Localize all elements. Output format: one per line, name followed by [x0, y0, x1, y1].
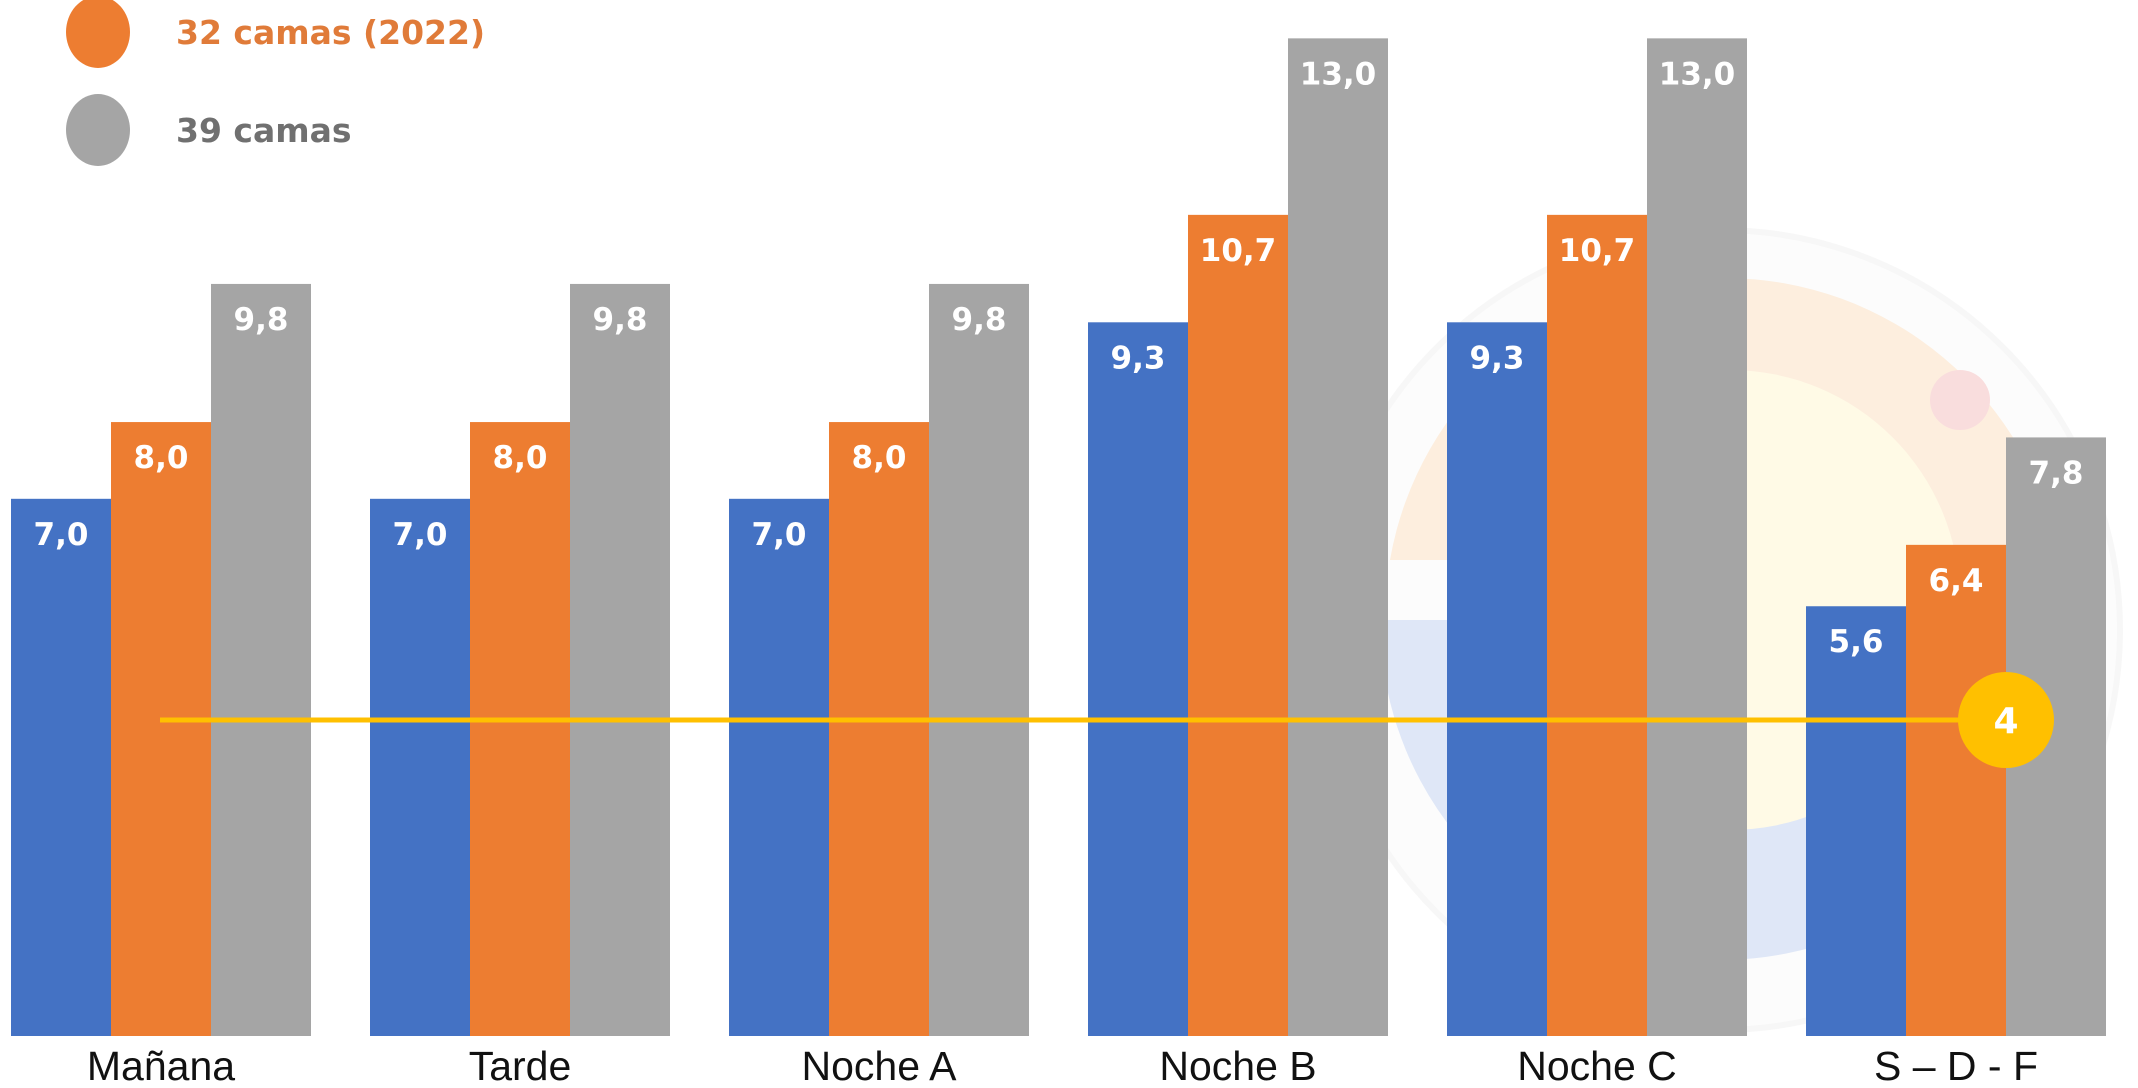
legend-label-3: 39 camas [176, 111, 352, 150]
data-label-1-4: 9,3 [1111, 340, 1166, 376]
legend: 32 camas (2022) 39 camas [66, 0, 485, 166]
bar-3-3 [929, 283, 1029, 1036]
reference-label: 4 [1993, 701, 2018, 742]
data-label-2-2: 8,0 [493, 440, 548, 476]
data-label-3-5: 13,0 [1659, 56, 1736, 92]
category-axis: Mañana Tarde Noche A Noche B Noche C S – D - … [87, 1043, 2038, 1088]
category-label-6: S – D - F [1874, 1043, 2038, 1088]
data-label-3-1: 9,8 [234, 302, 289, 338]
bar-1-4 [1088, 322, 1188, 1037]
category-label-1: Mañana [87, 1043, 235, 1088]
data-label-1-6: 5,6 [1829, 624, 1884, 660]
bar-2-5 [1547, 214, 1647, 1037]
legend-label-2: 32 camas (2022) [176, 13, 485, 52]
legend-swatch-2 [66, 0, 130, 68]
category-label-3: Noche A [802, 1043, 958, 1088]
bar-2-4 [1188, 214, 1288, 1037]
data-label-1-3: 7,0 [752, 517, 807, 553]
bar-2-2 [470, 422, 570, 1037]
bar-3-1 [211, 283, 311, 1036]
category-label-4: Noche B [1159, 1043, 1316, 1088]
data-label-3-6: 7,8 [2029, 455, 2084, 491]
bar-1-2 [370, 498, 470, 1036]
data-label-2-5: 10,7 [1559, 233, 1636, 269]
data-label-2-1: 8,0 [134, 440, 189, 476]
bar-1-3 [729, 498, 829, 1036]
bar-2-3 [829, 422, 929, 1037]
reference-layer: 4 [160, 672, 2054, 768]
data-label-2-4: 10,7 [1200, 233, 1277, 269]
category-label-2: Tarde [469, 1043, 572, 1088]
bar-3-4 [1288, 38, 1388, 1036]
bars-layer [11, 38, 2106, 1037]
bar-1-1 [11, 498, 111, 1036]
bar-2-6 [1906, 544, 2006, 1036]
bar-3-5 [1647, 38, 1747, 1036]
bar-1-6 [1806, 606, 1906, 1036]
data-label-1-2: 7,0 [393, 517, 448, 553]
bar-1-5 [1447, 322, 1547, 1037]
data-label-2-6: 6,4 [1929, 563, 1984, 599]
bar-3-2 [570, 283, 670, 1036]
data-labels-layer: 7,0 8,0 9,8 7,0 8,0 9,8 7,0 8,0 9,8 9,3 10,7 13,0 9,… [34, 56, 2084, 660]
data-label-1-1: 7,0 [34, 517, 89, 553]
data-label-3-4: 13,0 [1300, 56, 1377, 92]
category-label-5: Noche C [1517, 1043, 1677, 1088]
data-label-3-3: 9,8 [952, 302, 1007, 338]
legend-swatch-3 [66, 94, 130, 166]
reference-marker [1958, 672, 2054, 768]
data-label-1-5: 9,3 [1470, 340, 1525, 376]
data-label-3-2: 9,8 [593, 302, 648, 338]
data-label-2-3: 8,0 [852, 440, 907, 476]
bar-2-1 [111, 422, 211, 1037]
